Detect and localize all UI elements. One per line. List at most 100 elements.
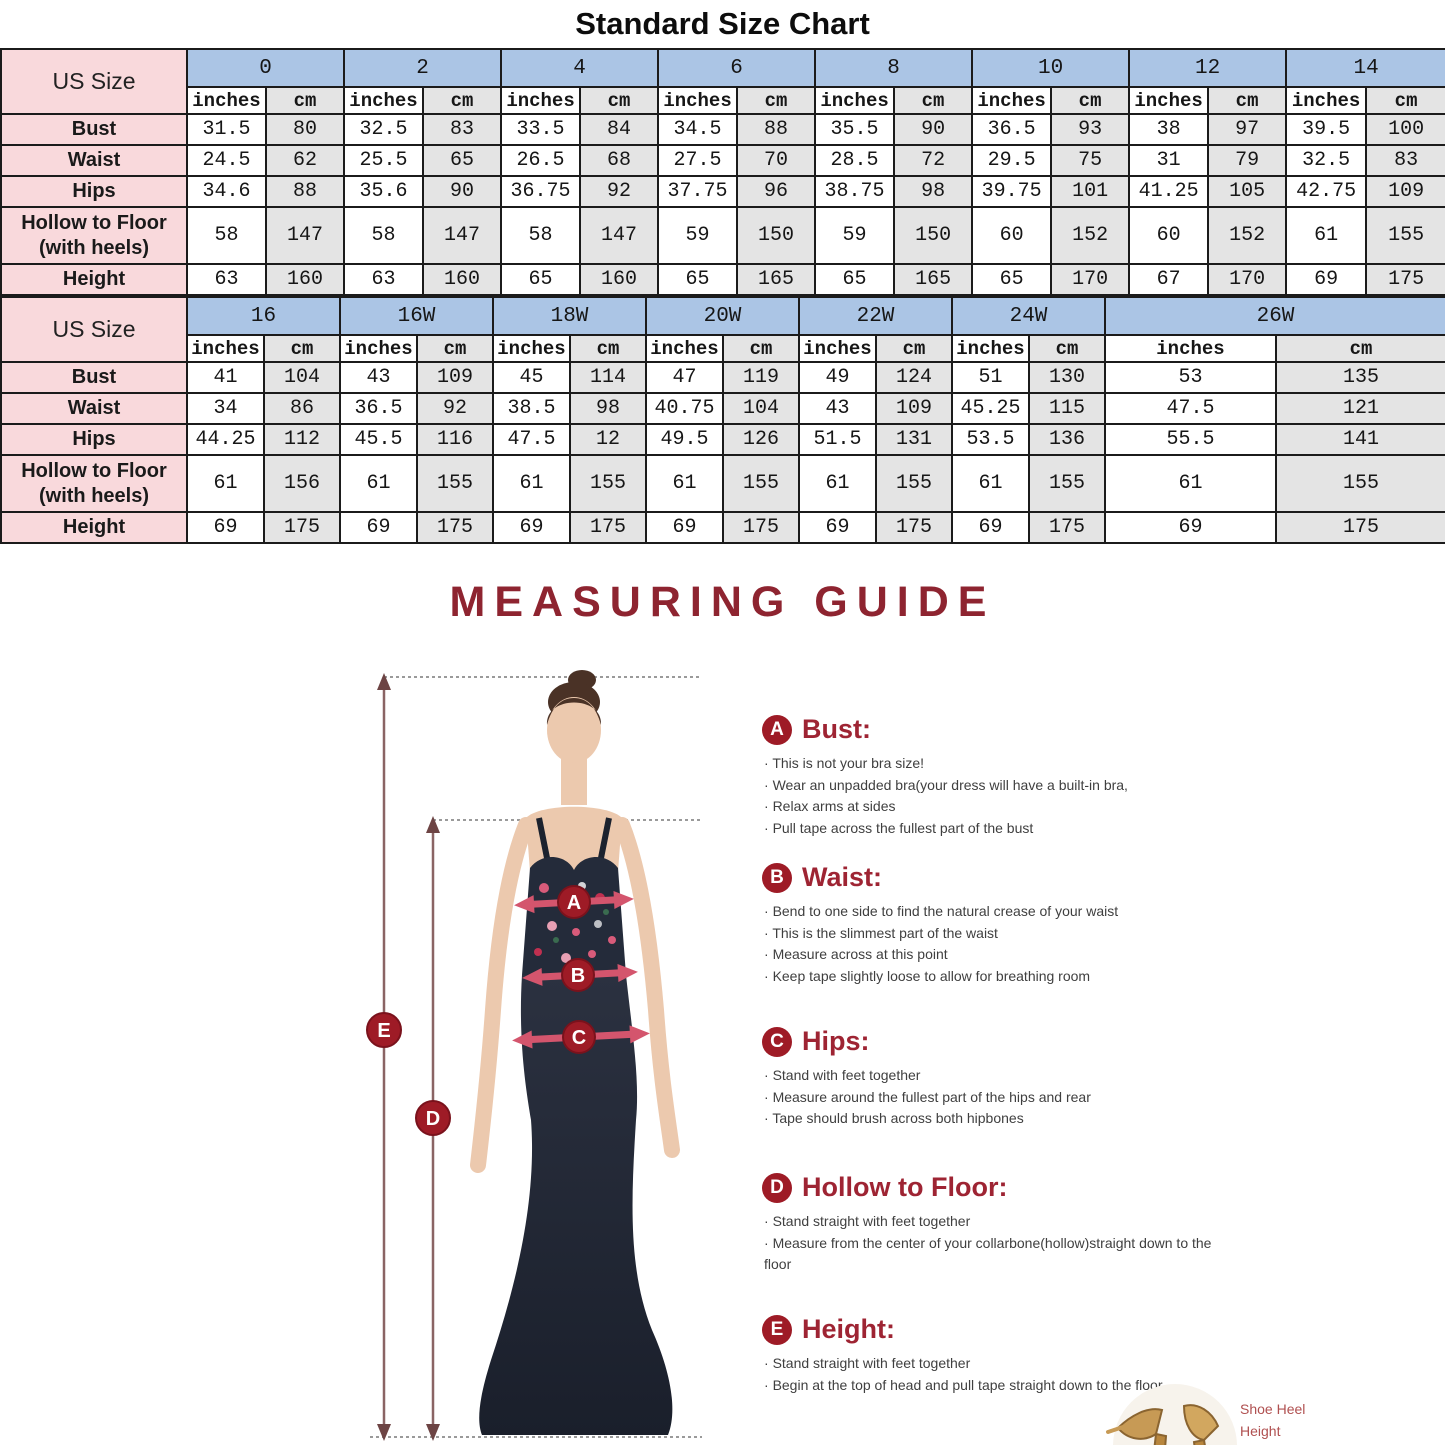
guide-bullet: Pull tape across the fullest part of the… <box>764 818 1232 840</box>
unit-cm-cell: cm <box>1050 86 1131 115</box>
value-cm-cell: 147 <box>264 206 346 265</box>
value-inches-cell: 61 <box>186 454 265 513</box>
value-inches-cell: 59 <box>814 206 896 265</box>
value-cm-cell: 160 <box>264 263 346 296</box>
value-inches-cell: 69 <box>186 511 265 544</box>
value-cm-cell: 175 <box>722 511 800 544</box>
value-cm-cell: 105 <box>1207 175 1288 208</box>
value-cm-cell: 109 <box>875 392 953 425</box>
value-inches-cell: 69 <box>798 511 877 544</box>
hollow-badge <box>415 1100 451 1136</box>
guide-bullet: Measure across at this point <box>764 944 1232 966</box>
value-cm-cell: 131 <box>875 423 953 456</box>
value-inches-cell: 43 <box>339 361 418 394</box>
guide-bullet: Keep tape slightly loose to allow for br… <box>764 966 1232 988</box>
value-cm-cell: 83 <box>422 113 503 146</box>
value-inches-cell: 69 <box>1285 263 1368 296</box>
guide-section-hollowtofloor: D Hollow to Floor: Stand straight with fee… <box>762 1172 1232 1276</box>
guide-section-title: Height: <box>802 1314 895 1344</box>
value-cm-cell: 160 <box>422 263 503 296</box>
value-cm-cell: 165 <box>736 263 817 296</box>
value-cm-cell: 80 <box>264 113 346 146</box>
value-inches-cell: 42.75 <box>1285 175 1368 208</box>
value-cm-cell: 104 <box>263 361 341 394</box>
value-cm-cell: 90 <box>893 113 974 146</box>
hips-badge <box>562 1020 596 1054</box>
guide-bullet-list: Bend to one side to find the natural cre… <box>764 901 1232 988</box>
measuring-guide-heading: MEASURING GUIDE <box>449 578 996 626</box>
value-inches-cell: 61 <box>951 454 1030 513</box>
value-inches-cell: 31 <box>1128 144 1210 177</box>
value-inches-cell: 61 <box>1285 206 1368 265</box>
row-label-cell: Bust <box>0 113 188 146</box>
unit-cm-cell: cm <box>875 334 953 363</box>
value-inches-cell: 43 <box>798 392 877 425</box>
value-inches-cell: 63 <box>186 263 267 296</box>
value-cm-cell: 100 <box>1365 113 1445 146</box>
value-inches-cell: 38 <box>1128 113 1210 146</box>
value-cm-cell: 150 <box>736 206 817 265</box>
value-cm-cell: 141 <box>1275 423 1445 456</box>
value-inches-cell: 35.6 <box>343 175 425 208</box>
unit-cm-cell: cm <box>1275 334 1445 363</box>
height-badge-letter: E <box>377 1020 390 1042</box>
value-inches-cell: 60 <box>1128 206 1210 265</box>
size-header-cell: 8 <box>814 48 974 88</box>
value-cm-cell: 93 <box>1050 113 1131 146</box>
value-inches-cell: 32.5 <box>1285 144 1368 177</box>
unit-inches-cell: inches <box>492 334 571 363</box>
waist-badge <box>561 958 595 992</box>
row-label-cell: Waist <box>0 144 188 177</box>
value-cm-cell: 101 <box>1050 175 1131 208</box>
value-inches-cell: 65 <box>971 263 1053 296</box>
value-cm-cell: 150 <box>893 206 974 265</box>
value-inches-cell: 36.5 <box>339 392 418 425</box>
guide-bullet: Stand straight with feet together <box>764 1353 1232 1375</box>
letter-badge-icon: C <box>762 1026 792 1057</box>
measurement-row: Waist 34 86 36.5 92 38.5 98 40.75 104 43 109 45.25 1… <box>0 392 1445 425</box>
value-inches-cell: 40.75 <box>645 392 724 425</box>
value-cm-cell: 155 <box>1028 454 1106 513</box>
value-cm-cell: 92 <box>579 175 660 208</box>
row-label-cell: Hollow to Floor (with heels) <box>0 206 188 265</box>
value-inches-cell: 63 <box>343 263 425 296</box>
value-cm-cell: 65 <box>422 144 503 177</box>
standard-size-table: US Size 0 2 4 6 8 10 12 14 inches cm inches cm inches… <box>0 48 1445 296</box>
value-inches-cell: 67 <box>1128 263 1210 296</box>
guide-bullet: Tape should brush across both hipbones <box>764 1108 1232 1130</box>
value-inches-cell: 59 <box>657 206 739 265</box>
unit-cm-cell: cm <box>263 334 341 363</box>
guide-bullet: This is the slimmest part of the waist <box>764 923 1232 945</box>
size-header-cell: 26W <box>1104 296 1445 336</box>
value-cm-cell: 156 <box>263 454 341 513</box>
unit-cm-cell: cm <box>1365 86 1445 115</box>
value-inches-cell: 61 <box>339 454 418 513</box>
guide-section-bust: A Bust: This is not your bra size!Wear an … <box>762 714 1232 840</box>
guide-bullet: This is not your bra size! <box>764 753 1232 775</box>
value-inches-cell: 69 <box>951 511 1030 544</box>
value-cm-cell: 155 <box>1365 206 1445 265</box>
guide-section-heading: A Bust: <box>762 714 1232 745</box>
value-inches-cell: 27.5 <box>657 144 739 177</box>
value-cm-cell: 175 <box>875 511 953 544</box>
size-header-cell: 24W <box>951 296 1106 336</box>
value-cm-cell: 109 <box>416 361 494 394</box>
value-cm-cell: 114 <box>569 361 647 394</box>
value-inches-cell: 69 <box>492 511 571 544</box>
unit-inches-cell: inches <box>1104 334 1277 363</box>
shoe-heel-label: Shoe Heel Height <box>1240 1401 1306 1440</box>
corner-us-size-label: US Size <box>0 48 188 115</box>
unit-inches-cell: inches <box>339 334 418 363</box>
value-inches-cell: 61 <box>798 454 877 513</box>
value-cm-cell: 160 <box>579 263 660 296</box>
guide-section-waist: B Waist: Bend to one side to find the natu… <box>762 862 1232 988</box>
value-inches-cell: 39.5 <box>1285 113 1368 146</box>
value-inches-cell: 34.5 <box>657 113 739 146</box>
value-cm-cell: 170 <box>1207 263 1288 296</box>
value-cm-cell: 92 <box>416 392 494 425</box>
value-inches-cell: 51.5 <box>798 423 877 456</box>
value-inches-cell: 69 <box>1104 511 1277 544</box>
value-cm-cell: 175 <box>263 511 341 544</box>
value-inches-cell: 25.5 <box>343 144 425 177</box>
value-inches-cell: 36.75 <box>500 175 582 208</box>
